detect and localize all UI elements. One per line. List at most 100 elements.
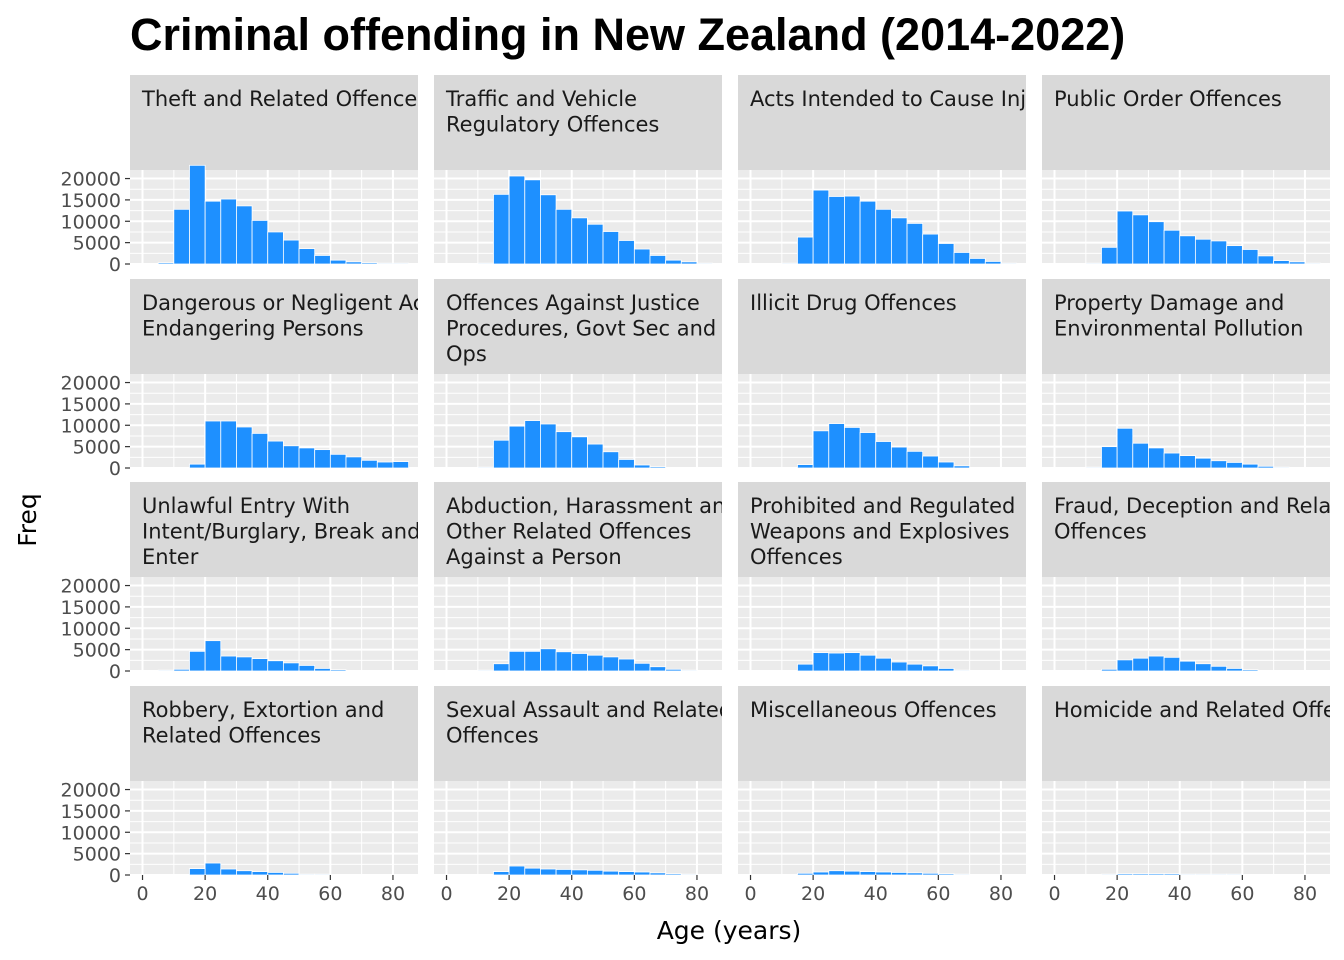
plot-background <box>1042 374 1330 468</box>
histogram-bar <box>314 668 331 672</box>
histogram-bar <box>875 441 892 469</box>
histogram-bar <box>251 432 269 469</box>
y-tick-label: 10000 <box>61 618 121 640</box>
histogram-bar <box>1163 873 1181 876</box>
x-tick-label: 80 <box>1293 883 1317 905</box>
histogram-bar <box>329 669 347 672</box>
facet-strip <box>434 686 722 781</box>
histogram-bar <box>875 208 892 265</box>
y-tick-label: 5000 <box>73 640 121 662</box>
y-tick-label: 10000 <box>61 822 121 844</box>
x-tick-label: 40 <box>256 883 280 905</box>
histogram-bar <box>392 461 410 469</box>
histogram-bar <box>524 867 541 876</box>
facet-strip <box>738 279 1026 374</box>
histogram-bar <box>665 259 682 265</box>
plot-background <box>1042 577 1330 671</box>
facet-panel: Public Order Offences <box>1042 75 1330 265</box>
histogram-bar <box>844 195 861 265</box>
histogram-bar <box>282 239 300 265</box>
y-tick-label: 5000 <box>73 844 121 866</box>
facet-panel: Acts Intended to Cause Injury <box>738 75 1026 265</box>
histogram-bar <box>602 870 620 876</box>
histogram-bar <box>828 652 845 672</box>
histogram-bar <box>204 420 222 469</box>
histogram-bar <box>1163 452 1181 469</box>
histogram-bar <box>236 426 253 469</box>
histogram-bar <box>298 665 316 672</box>
histogram-bar <box>1304 262 1322 265</box>
histogram-bar <box>189 463 206 469</box>
histogram-bar <box>1163 656 1181 672</box>
x-tick-label: 20 <box>497 883 521 905</box>
x-tick-label: 60 <box>318 883 342 905</box>
histogram-bar <box>696 262 714 265</box>
histogram-bar <box>1148 655 1165 672</box>
facet-label: Environmental Pollution <box>1054 317 1303 341</box>
histogram-bar <box>649 666 667 672</box>
histogram-bar <box>586 223 604 265</box>
facet-panel: Theft and Related Offences 05000100001500… <box>61 75 418 276</box>
histogram-bar <box>859 871 877 876</box>
histogram-bar <box>586 443 604 469</box>
histogram-bar <box>376 461 394 469</box>
histogram-bar <box>922 872 939 876</box>
histogram-bar <box>649 466 667 469</box>
facet-strip <box>1042 75 1330 170</box>
facet-label: Public Order Offences <box>1054 87 1282 111</box>
histogram-bar <box>797 464 814 469</box>
histogram-bar <box>680 873 698 876</box>
y-tick-label: 0 <box>109 458 121 480</box>
histogram-bar <box>251 220 269 265</box>
histogram-bar <box>1210 665 1228 672</box>
histogram-bar <box>524 650 541 672</box>
x-axis-title: Age (years) <box>657 916 802 945</box>
y-tick-label: 5000 <box>73 233 121 255</box>
histogram-bar <box>1148 873 1165 876</box>
histogram-bar <box>189 650 206 672</box>
histogram-bar <box>220 868 237 876</box>
histogram-bar <box>953 465 971 469</box>
facet-strip <box>434 75 722 170</box>
histogram-bar <box>1148 447 1165 469</box>
histogram-bar <box>828 423 845 469</box>
histogram-bar <box>282 872 300 876</box>
facet-label: Property Damage and <box>1054 291 1284 315</box>
histogram-bar <box>797 236 814 265</box>
histogram-bar <box>477 669 494 672</box>
histogram-bar <box>493 439 510 469</box>
y-tick-label: 0 <box>109 661 121 683</box>
histogram-bar <box>282 445 300 469</box>
histogram-bar <box>493 193 510 265</box>
histogram-bar <box>618 658 635 672</box>
facet-label: Dangerous or Negligent Acts <box>142 291 444 315</box>
histogram-bar <box>906 663 924 672</box>
histogram-bar <box>1148 221 1165 265</box>
facet-label: Homicide and Related Offences <box>1054 698 1344 722</box>
histogram-bar <box>1132 873 1149 876</box>
histogram-bar <box>937 461 955 469</box>
histogram-bar <box>859 654 877 672</box>
histogram-bar <box>189 868 206 876</box>
histogram-bar <box>937 668 955 672</box>
histogram-bar <box>828 196 845 265</box>
histogram-bar <box>1132 214 1149 265</box>
histogram-bar <box>586 869 604 876</box>
histogram-bar <box>555 869 573 876</box>
histogram-bar <box>477 466 494 469</box>
histogram-bar <box>267 231 284 265</box>
histogram-bar <box>1132 442 1149 469</box>
histogram-bar <box>859 432 877 469</box>
histogram-bar <box>890 217 908 265</box>
x-tick-label: 80 <box>685 883 709 905</box>
y-tick-label: 15000 <box>61 801 121 823</box>
histogram-bar <box>1241 669 1259 672</box>
histogram-bar <box>157 262 175 265</box>
histogram-bar <box>508 650 526 672</box>
x-tick-label: 0 <box>744 883 756 905</box>
histogram-bar <box>906 872 924 876</box>
histogram-bar <box>1101 446 1118 469</box>
